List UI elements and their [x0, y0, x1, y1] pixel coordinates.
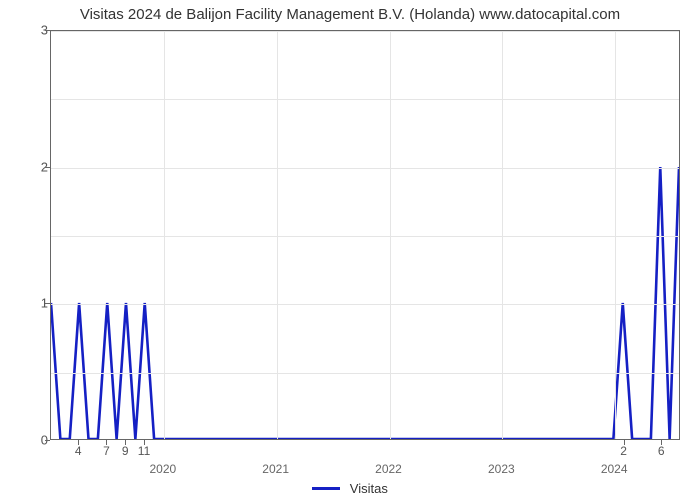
x-tick-mark	[106, 440, 107, 445]
x-tick-label: 4	[75, 444, 82, 458]
gridline-v	[277, 31, 278, 439]
series-line	[51, 31, 679, 439]
y-tick-mark	[45, 440, 50, 441]
gridline-v	[390, 31, 391, 439]
x-tick-mark	[78, 440, 79, 445]
x-year-label: 2022	[375, 462, 402, 476]
x-tick-label: 6	[658, 444, 665, 458]
x-tick-label: 9	[122, 444, 129, 458]
gridline-h	[51, 31, 679, 32]
legend-swatch	[312, 487, 340, 490]
gridline-h	[51, 373, 679, 374]
gridline-v	[164, 31, 165, 439]
chart-title: Visitas 2024 de Balijon Facility Managem…	[0, 6, 700, 23]
x-tick-label: 2	[620, 444, 627, 458]
gridline-h	[51, 99, 679, 100]
legend-label: Visitas	[350, 481, 388, 496]
x-tick-mark	[624, 440, 625, 445]
gridline-h	[51, 236, 679, 237]
x-tick-label: 7	[103, 444, 110, 458]
plot-area	[50, 30, 680, 440]
x-year-label: 2021	[262, 462, 289, 476]
gridline-v	[615, 31, 616, 439]
x-year-label: 2023	[488, 462, 515, 476]
visits-polyline	[51, 167, 679, 439]
x-year-label: 2024	[601, 462, 628, 476]
gridline-h	[51, 168, 679, 169]
gridline-v	[502, 31, 503, 439]
visits-line-chart: Visitas 2024 de Balijon Facility Managem…	[0, 0, 700, 500]
x-year-label: 2020	[149, 462, 176, 476]
y-tick-mark	[45, 303, 50, 304]
x-tick-mark	[144, 440, 145, 445]
x-tick-mark	[661, 440, 662, 445]
chart-legend: Visitas	[0, 480, 700, 496]
x-tick-mark	[125, 440, 126, 445]
x-tick-label: 11	[138, 444, 150, 458]
gridline-h	[51, 304, 679, 305]
y-tick-mark	[45, 167, 50, 168]
y-tick-mark	[45, 30, 50, 31]
